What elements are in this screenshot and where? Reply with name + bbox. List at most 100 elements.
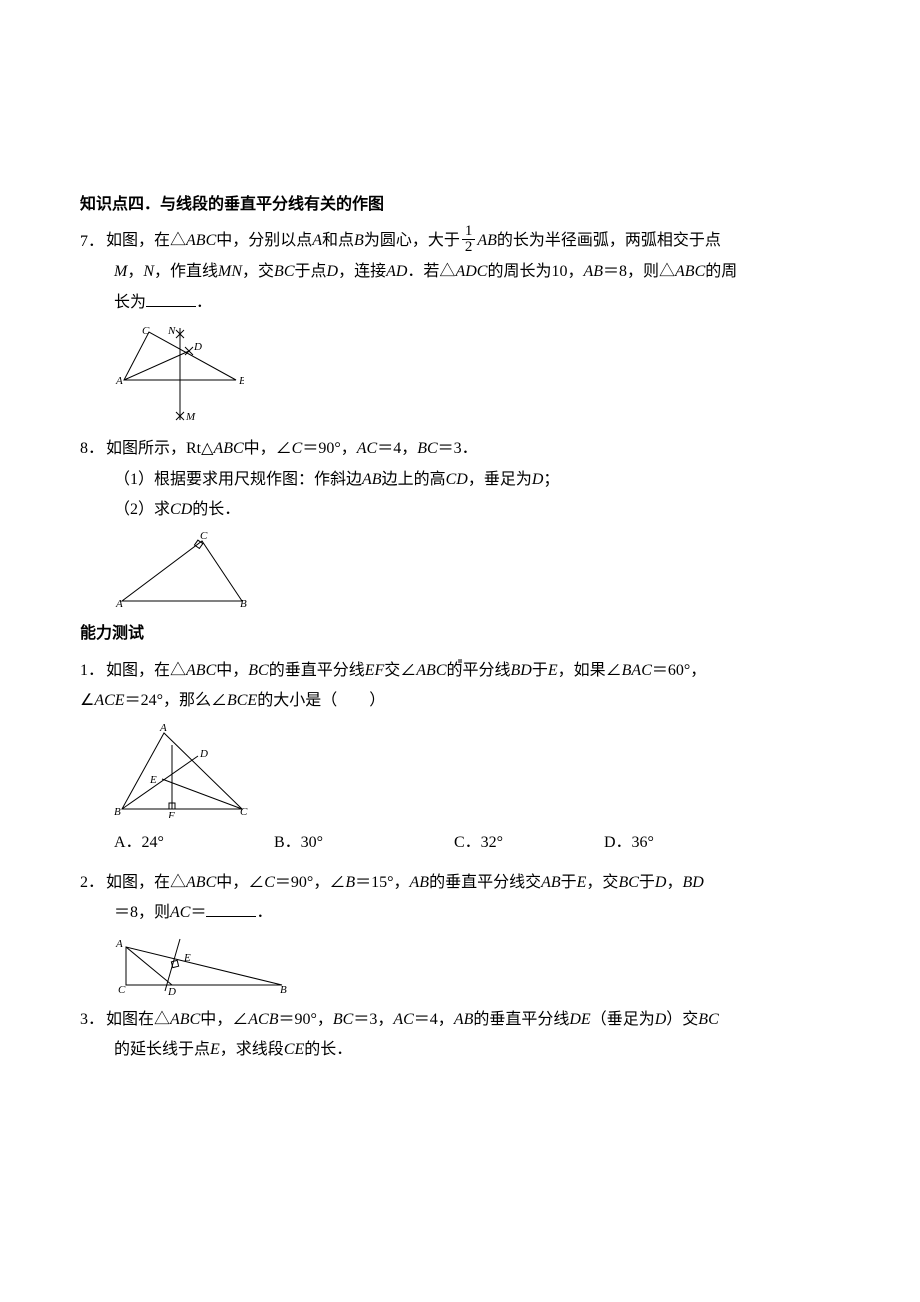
p7-M: M: [114, 263, 127, 280]
p1-svg: A B C D E F: [114, 723, 254, 818]
p7-tk: 的周长为10，: [487, 263, 583, 280]
p7-N: N: [143, 263, 154, 280]
p7-AD: AD: [386, 263, 407, 280]
problem-3: 3．如图在△ABC中，∠ACB＝90°，BC＝3，AC＝4，AB的垂直平分线DE…: [80, 1005, 840, 1066]
p3-D: D: [655, 1011, 667, 1028]
svg-text:B: B: [114, 806, 121, 818]
p7-frac-num: 1: [462, 224, 476, 240]
p1-ABC: ABC: [416, 662, 446, 679]
p7-ADC: ADC: [455, 263, 487, 280]
p8-BC: BC: [417, 440, 437, 457]
p2-BC: BC: [618, 874, 638, 891]
p7-B: B: [354, 233, 364, 250]
p2-AB2: AB: [541, 874, 561, 891]
p8-figure: A B C: [80, 531, 840, 609]
p7-BC: BC: [274, 263, 294, 280]
p1-choice-d: D．36°: [604, 828, 744, 858]
p7-tf: ，作直线: [154, 263, 218, 280]
p1-td: 交∠: [384, 662, 416, 679]
p7-tn: 长为: [114, 294, 146, 311]
p2-figure: A C B D E: [80, 935, 840, 995]
p1-line1: 1．如图，在△ABC中，BC的垂直平分线EF交∠ABC的平分线BD于E，如果∠B…: [80, 656, 840, 686]
p3-te: ＝4，: [414, 1011, 454, 1028]
p2-blank: [206, 901, 256, 917]
p1-choice-a: A．24°: [114, 828, 274, 858]
p3-tj: ，求线段: [220, 1041, 284, 1058]
p3-line2: 的延长线于点E，求线段CE的长．: [80, 1035, 840, 1065]
p8-tb: 中，∠: [244, 440, 292, 457]
p3-tk: 的长．: [304, 1041, 352, 1058]
svg-text:B: B: [240, 598, 247, 609]
p1-BC: BC: [248, 662, 268, 679]
p8-AB1: AB: [362, 471, 382, 488]
p2-period: ．: [256, 904, 272, 921]
p8-CD1: CD: [446, 471, 468, 488]
p2-ta: 如图，在△: [106, 874, 186, 891]
svg-text:C: C: [200, 531, 208, 542]
svg-text:E: E: [149, 774, 157, 786]
p1-th: ＝60°，: [652, 662, 706, 679]
p1-tc: 的垂直平分线: [269, 662, 365, 679]
p3-line1: 3．如图在△ABC中，∠ACB＝90°，BC＝3，AC＝4，AB的垂直平分线DE…: [80, 1005, 840, 1035]
svg-text:B: B: [280, 984, 287, 995]
p1-BD: BD: [511, 662, 532, 679]
p2-ti: ，: [666, 874, 682, 891]
svg-text:N: N: [167, 325, 176, 337]
p8-line1: 8．如图所示，Rt△ABC中，∠C＝90°，AC＝4，BC＝3．: [80, 434, 840, 464]
p8-ta: 如图所示，Rt△: [106, 440, 213, 457]
p7-num: 7．: [80, 227, 106, 257]
svg-text:B: B: [239, 375, 244, 387]
svg-text:D: D: [167, 986, 176, 995]
svg-text:A: A: [115, 598, 123, 609]
p1-tg: ，如果∠: [558, 662, 622, 679]
p2-tk: ＝: [190, 904, 206, 921]
p7-line2: M，N，作直线MN，交BC于点D，连接AD．若△ADC的周长为10，AB＝8，则…: [80, 257, 840, 287]
ability-title: 能力测试: [80, 619, 840, 649]
p3-num: 3．: [80, 1005, 106, 1035]
p7-figure: A B C N D M: [80, 324, 840, 424]
svg-text:D: D: [193, 341, 202, 353]
p3-th: ）交: [666, 1011, 698, 1028]
p3-DE: DE: [569, 1011, 590, 1028]
p3-BC2: BC: [698, 1011, 718, 1028]
svg-text:C: C: [142, 325, 150, 337]
p7-A: A: [312, 233, 322, 250]
p1-choice-c: C．32°: [454, 828, 604, 858]
svg-text:E: E: [183, 952, 191, 964]
p7-tc: 和点: [322, 233, 354, 250]
p2-tb: 中，∠: [216, 874, 264, 891]
p1-abc: ABC: [186, 662, 216, 679]
p8-AC: AC: [357, 440, 377, 457]
p3-BC: BC: [333, 1011, 353, 1028]
p7-td: 为圆心，大于: [364, 233, 460, 250]
p7-period: ．: [196, 294, 212, 311]
p2-D: D: [655, 874, 667, 891]
p7-tm: 的周: [705, 263, 737, 280]
p7-svg: A B C N D M: [114, 324, 244, 424]
problem-8: 8．如图所示，Rt△ABC中，∠C＝90°，AC＝4，BC＝3． （1）根据要求…: [80, 434, 840, 609]
p1-tf: 于: [532, 662, 548, 679]
p1-te: 的平分线: [447, 662, 511, 679]
p7-ABC2: ABC: [675, 263, 705, 280]
p2-tc: ＝90°，∠: [275, 874, 345, 891]
p1-E: E: [548, 662, 558, 679]
p2-te: 的垂直平分线交: [429, 874, 541, 891]
p1-choices: A．24° B．30° C．32° D．36°: [80, 828, 840, 858]
p7-ta: 如图，在△: [106, 233, 186, 250]
p3-tc: ＝90°，: [278, 1011, 332, 1028]
problem-2: 2．如图，在△ABC中，∠C＝90°，∠B＝15°，AB的垂直平分线交AB于E，…: [80, 868, 840, 995]
p3-td: ＝3，: [353, 1011, 393, 1028]
p7-MN: MN: [218, 263, 242, 280]
p2-td: ＝15°，: [355, 874, 409, 891]
p3-AB: AB: [454, 1011, 474, 1028]
p1-BAC: BAC: [622, 662, 652, 679]
p3-ta: 如图在△: [106, 1011, 170, 1028]
p7-te: 的长为半径画弧，两弧相交于点: [497, 233, 721, 250]
svg-text:D: D: [199, 748, 208, 760]
p8-s1d: ；: [543, 471, 559, 488]
p7-tb: 中，分别以点: [216, 233, 312, 250]
svg-text:A: A: [115, 375, 123, 387]
p3-tg: （垂足为: [591, 1011, 655, 1028]
p8-s1b: 边上的高: [382, 471, 446, 488]
p8-CD2: CD: [170, 501, 192, 518]
